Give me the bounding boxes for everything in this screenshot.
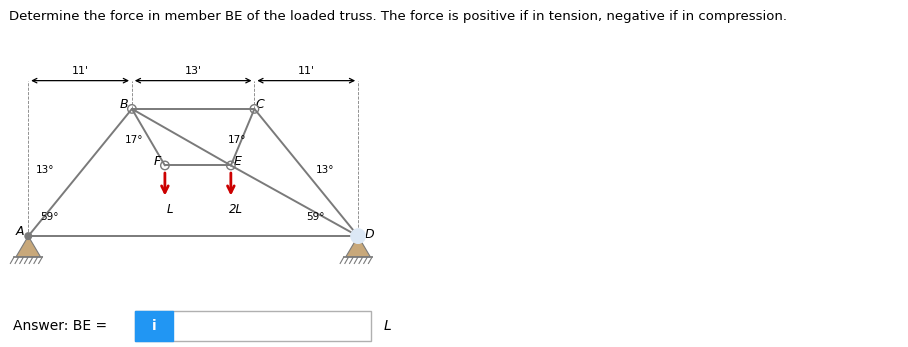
Text: 13': 13' [184,66,202,76]
Text: L: L [166,203,173,216]
Text: A: A [15,225,24,238]
Circle shape [25,233,32,239]
Text: Determine the force in member BE of the loaded truss. The force is positive if i: Determine the force in member BE of the … [9,10,787,23]
Circle shape [351,229,365,243]
Text: F: F [153,155,161,168]
Polygon shape [16,236,41,257]
Text: 13°: 13° [36,165,54,175]
Text: 11': 11' [72,66,89,76]
Text: 59°: 59° [40,212,58,222]
Text: 17°: 17° [228,135,247,145]
Text: 2L: 2L [229,203,242,216]
Text: C: C [256,98,264,111]
Text: 13°: 13° [316,165,334,175]
Text: L: L [384,319,391,333]
Text: D: D [364,228,374,241]
FancyBboxPatch shape [135,311,173,341]
Text: i: i [152,319,156,333]
Text: E: E [233,155,242,168]
Text: 11': 11' [298,66,315,76]
Polygon shape [346,236,370,257]
Text: 59°: 59° [306,212,325,222]
Text: Answer: BE =: Answer: BE = [14,319,107,333]
Text: B: B [120,98,129,111]
FancyBboxPatch shape [135,311,370,341]
Text: 17°: 17° [124,135,143,145]
